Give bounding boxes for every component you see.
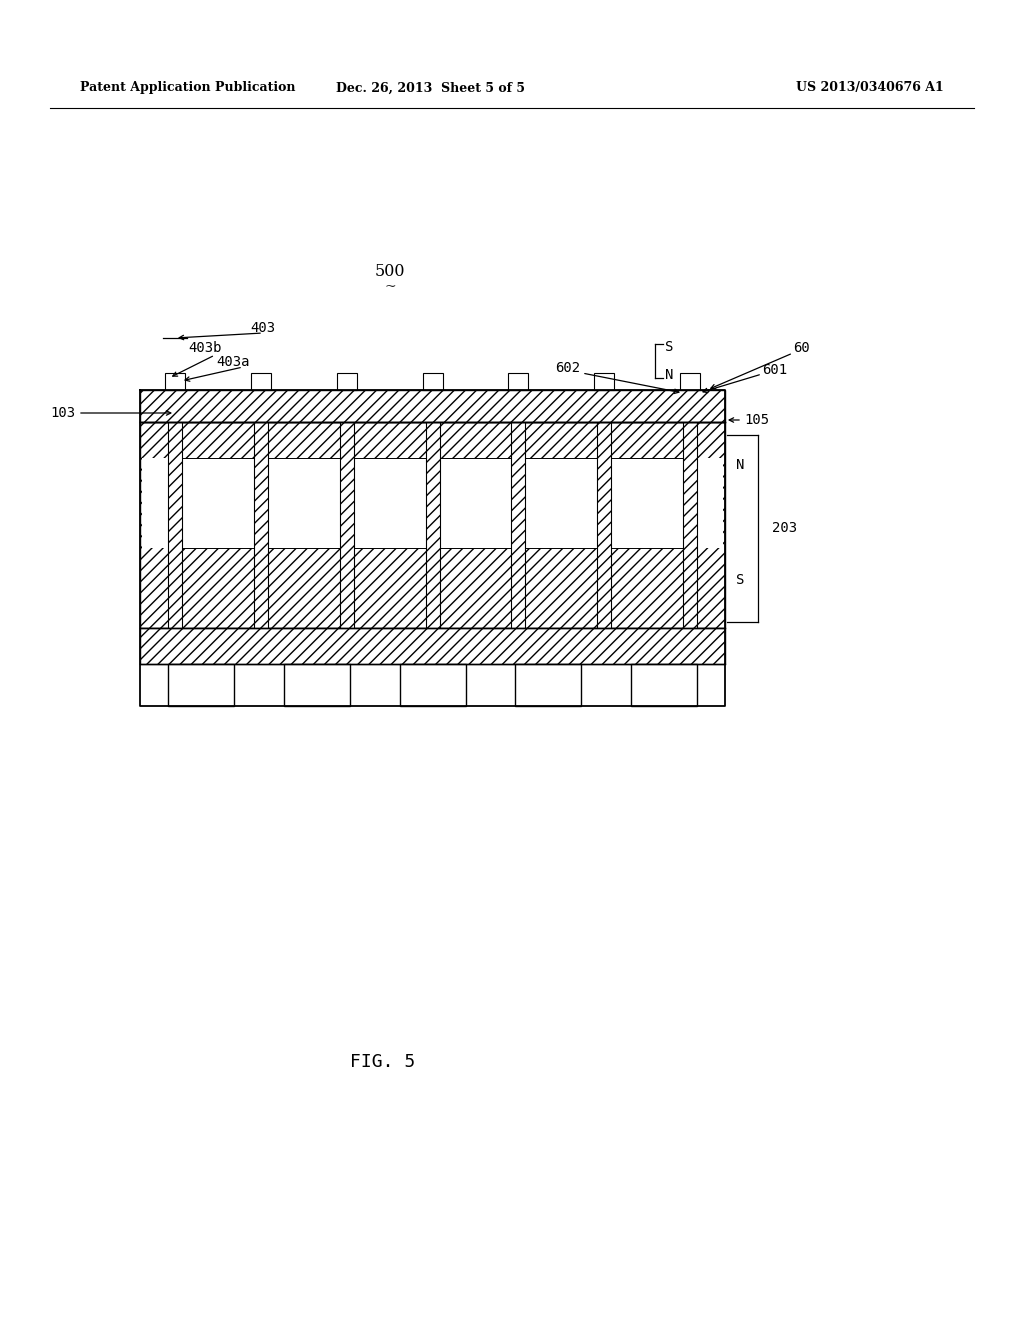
Text: 203: 203 — [772, 521, 797, 535]
Text: 60: 60 — [793, 341, 810, 355]
Bar — [140, 389, 725, 422]
Bar — [423, 374, 442, 389]
Text: 403b: 403b — [188, 341, 222, 355]
Bar — [168, 664, 234, 706]
Bar — [337, 374, 356, 389]
Bar — [525, 458, 597, 548]
Bar — [140, 422, 725, 628]
Bar — [353, 458, 426, 548]
Text: 103: 103 — [50, 407, 75, 420]
Text: Dec. 26, 2013  Sheet 5 of 5: Dec. 26, 2013 Sheet 5 of 5 — [336, 82, 524, 95]
Bar — [142, 458, 168, 548]
Bar — [597, 422, 611, 628]
Bar — [254, 422, 268, 628]
Bar — [683, 422, 697, 628]
Bar — [426, 422, 439, 628]
Bar — [680, 374, 700, 389]
Bar — [511, 422, 525, 628]
Text: ~: ~ — [384, 280, 396, 294]
Bar — [594, 374, 614, 389]
Bar — [508, 374, 528, 389]
Bar — [697, 458, 723, 548]
Bar — [251, 374, 270, 389]
Text: 500: 500 — [375, 264, 406, 281]
Bar — [631, 664, 697, 706]
Text: N: N — [735, 458, 744, 473]
Bar — [140, 628, 725, 664]
Text: N: N — [665, 368, 674, 381]
Bar — [268, 458, 340, 548]
Bar — [399, 664, 466, 706]
Bar — [182, 458, 254, 548]
Bar — [515, 664, 582, 706]
Bar — [168, 422, 182, 628]
Text: 105: 105 — [744, 413, 769, 426]
Text: Patent Application Publication: Patent Application Publication — [80, 82, 296, 95]
Bar — [340, 422, 353, 628]
Text: 602: 602 — [555, 360, 580, 375]
Text: 403: 403 — [251, 321, 275, 335]
Bar — [611, 458, 683, 548]
Bar — [284, 664, 350, 706]
Text: S: S — [665, 341, 674, 354]
Text: 403a: 403a — [216, 355, 250, 370]
Text: FIG. 5: FIG. 5 — [350, 1053, 416, 1071]
Text: S: S — [735, 573, 744, 587]
Bar — [439, 458, 511, 548]
Text: US 2013/0340676 A1: US 2013/0340676 A1 — [796, 82, 944, 95]
Text: 601: 601 — [762, 363, 787, 378]
Bar — [165, 374, 185, 389]
